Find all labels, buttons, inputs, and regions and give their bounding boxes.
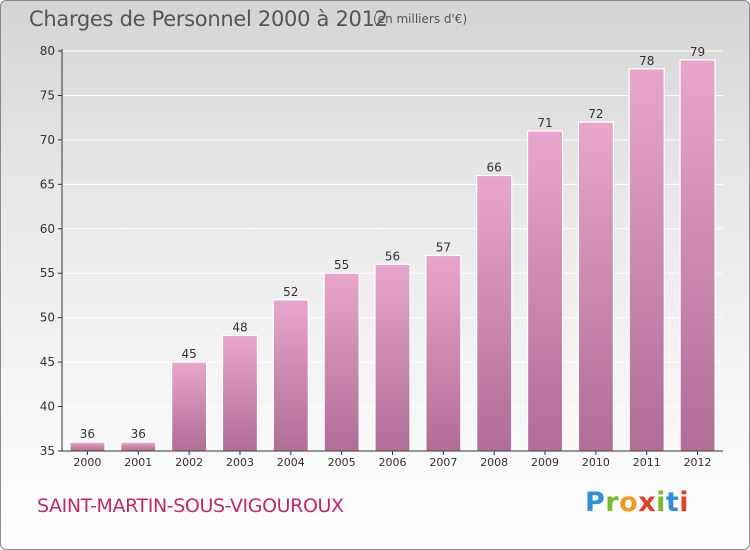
data-label: 52 bbox=[283, 285, 298, 299]
y-tick-label: 55 bbox=[40, 266, 55, 280]
x-tick-label: 2003 bbox=[226, 456, 254, 469]
data-label: 57 bbox=[436, 240, 451, 254]
x-tick-label: 2011 bbox=[633, 456, 661, 469]
x-tick-label: 2012 bbox=[684, 456, 712, 469]
data-label: 78 bbox=[639, 54, 654, 68]
x-tick-label: 2007 bbox=[429, 456, 457, 469]
data-label: 36 bbox=[131, 427, 146, 441]
logo-letter: o bbox=[619, 487, 639, 518]
bar bbox=[577, 121, 614, 452]
data-label: 55 bbox=[334, 258, 349, 272]
bar bbox=[374, 263, 411, 452]
bar bbox=[526, 130, 564, 452]
data-labels: 36 36 45 48 52 55 56 57 66 71 72 78 79 bbox=[80, 45, 705, 441]
bar bbox=[120, 441, 157, 452]
x-tick-label: 2009 bbox=[531, 456, 559, 469]
y-tick-label: 35 bbox=[40, 444, 55, 458]
y-tick-label: 60 bbox=[40, 222, 55, 236]
proxiti-logo: Proxiti bbox=[585, 487, 689, 518]
y-tick-label: 80 bbox=[40, 44, 55, 58]
y-tick-label: 40 bbox=[40, 400, 55, 414]
bar bbox=[272, 299, 309, 452]
bar bbox=[628, 68, 665, 452]
data-label: 66 bbox=[487, 160, 502, 174]
chart-subtitle: (en milliers d'€) bbox=[373, 12, 468, 26]
x-tick-label: 2008 bbox=[480, 456, 508, 469]
x-tick-label: 2006 bbox=[379, 456, 407, 469]
logo-letter: P bbox=[585, 487, 606, 518]
data-label: 36 bbox=[80, 427, 95, 441]
y-tick-label: 45 bbox=[40, 355, 55, 369]
data-label: 71 bbox=[537, 116, 552, 130]
x-tick-label: 2005 bbox=[328, 456, 356, 469]
y-tick-label: 50 bbox=[40, 311, 55, 325]
y-tick-label: 65 bbox=[40, 177, 55, 191]
commune-name: SAINT-MARTIN-SOUS-VIGOUROUX bbox=[37, 495, 344, 517]
y-tick-label: 70 bbox=[40, 133, 55, 147]
data-label: 48 bbox=[232, 320, 247, 334]
bar bbox=[679, 59, 716, 452]
data-label: 79 bbox=[690, 45, 705, 59]
logo-letter: r bbox=[605, 487, 620, 518]
bar bbox=[171, 361, 208, 452]
x-tick-label: 2001 bbox=[124, 456, 152, 469]
x-tick-label: 2010 bbox=[582, 456, 610, 469]
y-tick-label: 75 bbox=[40, 88, 55, 102]
data-label: 56 bbox=[385, 249, 400, 263]
bar bbox=[323, 272, 360, 452]
x-tick-label: 2002 bbox=[175, 456, 203, 469]
chart-title: Charges de Personnel 2000 à 2012 bbox=[29, 7, 388, 31]
bar bbox=[476, 174, 513, 452]
bar bbox=[69, 441, 106, 452]
bar bbox=[425, 254, 462, 452]
data-label: 72 bbox=[588, 107, 603, 121]
data-label: 45 bbox=[181, 347, 196, 361]
axes: 35 40 45 50 55 60 65 70 75 80 2000 2001 2002 2003 2004… bbox=[40, 44, 723, 469]
bar bbox=[221, 334, 259, 452]
logo-letter: i bbox=[679, 487, 690, 518]
x-tick-label: 2000 bbox=[73, 456, 101, 469]
logo-letter: x bbox=[638, 487, 657, 518]
logo-letter: t bbox=[665, 487, 680, 518]
x-tick-label: 2004 bbox=[277, 456, 305, 469]
logo-letter: i bbox=[656, 487, 666, 518]
